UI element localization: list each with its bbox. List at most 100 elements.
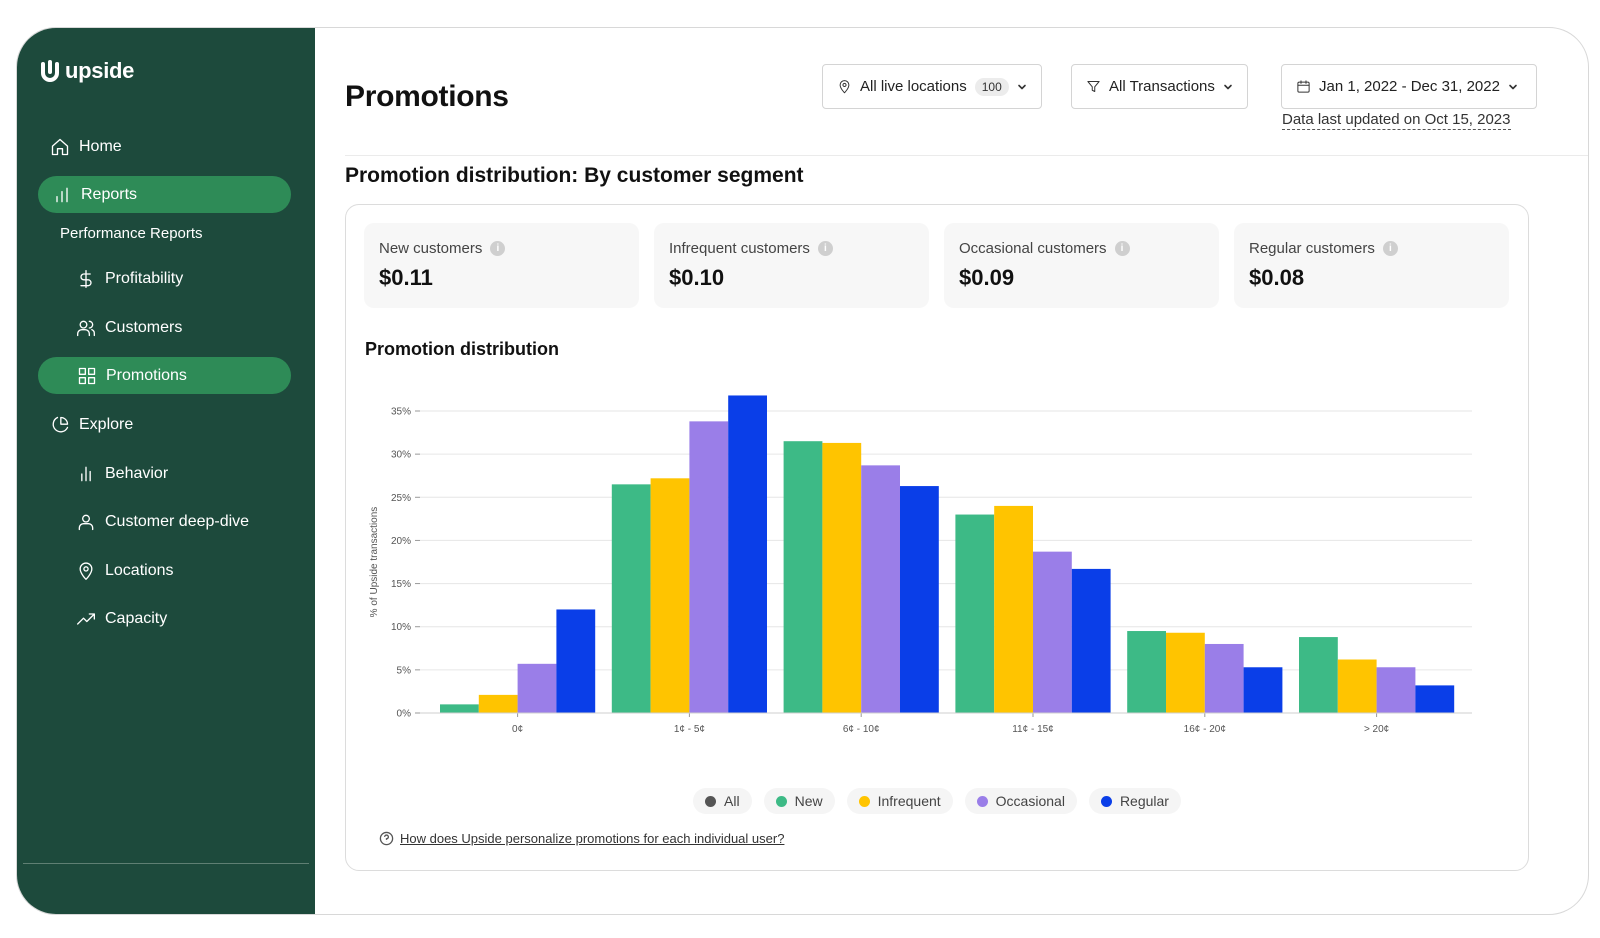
bar-regular [728,395,767,713]
locations-count-badge: 100 [974,77,1009,96]
sidebar-item-customer-deep-dive[interactable]: Customer deep-dive [75,503,249,540]
bar-regular [900,486,939,713]
dollar-icon [75,268,97,290]
bar-infrequent [822,442,862,713]
y-axis-label: % of Upside transactions [369,507,380,618]
stat-value: $0.08 [1249,265,1305,290]
sidebar-item-label: Customers [105,318,183,336]
sidebar-item-profitability[interactable]: Profitability [75,260,183,297]
brand-logo[interactable]: upside [39,58,134,84]
sidebar: upside Home Reports Performance Reports … [17,28,315,914]
legend-item-infrequent[interactable]: Infrequent [846,788,953,814]
locations-filter-label: All live locations [860,78,967,95]
bar-occasional [1376,667,1416,713]
chart-title: Promotion distribution [365,339,559,359]
bar-regular [1243,667,1283,713]
sidebar-item-label: Capacity [105,609,168,627]
legend-label: Occasional [995,793,1065,809]
trend-up-icon [75,608,97,630]
sidebar-item-label: Locations [105,561,174,579]
x-tick-label: 6¢ - 10¢ [843,724,880,735]
question-circle-icon [379,831,394,846]
page-title: Promotions [345,80,509,113]
stat-label: Regular customers [1249,240,1375,257]
legend-swatch [775,795,787,807]
sidebar-subheading-performance-reports[interactable]: Performance Reports [60,225,203,242]
legend-item-occasional[interactable]: Occasional [964,788,1077,814]
upside-logo-icon [41,60,59,82]
bar-chart-icon [51,184,73,206]
legend-swatch [1100,795,1112,807]
info-icon[interactable]: i [1382,241,1398,256]
main-content: Promotions All live locations 100 All Tr… [315,28,1588,914]
bar-new [611,484,651,713]
sidebar-item-label: Home [79,137,122,155]
info-icon[interactable]: i [817,241,833,256]
locations-filter-dropdown[interactable]: All live locations 100 [822,64,1042,109]
header-divider [345,155,1588,156]
bar-infrequent [1166,632,1205,713]
calendar-icon [1297,80,1310,93]
user-icon [75,511,97,533]
info-icon[interactable]: i [1114,241,1130,256]
sidebar-item-label: Profitability [105,269,184,287]
bar-regular [1415,685,1455,713]
grid-icon [76,365,98,387]
bar-new [1127,631,1166,713]
stat-label: New customers [379,240,483,257]
sidebar-item-promotions[interactable]: Promotions [38,357,291,394]
legend-item-regular[interactable]: Regular [1088,788,1181,814]
chart-legend: All New Infrequent Occasional Regular [346,788,1528,814]
location-pin-icon [839,80,850,94]
sidebar-item-capacity[interactable]: Capacity [75,600,167,637]
stat-value: $0.11 [379,265,433,290]
x-tick-label: 1¢ - 5¢ [674,724,705,735]
legend-item-new[interactable]: New [763,788,835,814]
home-icon [49,136,71,158]
last-updated-text: Data last updated on Oct 15, 2023 [1282,111,1511,130]
stat-card-regular: Regular customers i $0.08 [1234,223,1509,308]
sidebar-item-label: Reports [81,185,138,203]
app-window: upside Home Reports Performance Reports … [16,27,1589,915]
bar-occasional [689,421,729,713]
personalize-promotions-link[interactable]: How does Upside personalize promotions f… [400,831,785,846]
y-tick-label: 15% [391,579,411,590]
chevron-down-icon [1509,84,1517,89]
y-tick-label: 30% [391,450,411,461]
x-tick-label: > 20¢ [1364,724,1389,735]
bar-occasional [517,663,557,713]
y-tick-label: 35% [391,407,411,418]
help-link: How does Upside personalize promotions f… [379,831,784,846]
y-tick-label: 10% [391,622,411,633]
stat-card-occasional: Occasional customers i $0.09 [944,223,1219,308]
sidebar-item-home[interactable]: Home [49,128,122,165]
brand-name: upside [65,58,135,83]
sidebar-item-reports[interactable]: Reports [38,176,291,213]
bar-occasional [1204,643,1244,713]
sidebar-item-locations[interactable]: Locations [75,552,174,589]
sidebar-item-label: Behavior [105,464,169,482]
info-icon[interactable]: i [490,241,506,256]
bar-occasional [861,465,900,713]
legend-label: All [724,793,740,809]
sidebar-item-label: Customer deep-dive [105,512,250,530]
date-range-picker[interactable]: Jan 1, 2022 - Dec 31, 2022 [1281,64,1537,109]
stat-card-new: New customers i $0.11 [364,223,639,308]
transactions-filter-dropdown[interactable]: All Transactions [1071,64,1248,109]
sidebar-item-customers[interactable]: Customers [75,309,182,346]
x-tick-label: 11¢ - 15¢ [1012,724,1054,735]
bar-regular [556,609,596,713]
bar-new [440,704,479,713]
legend-label: New [794,793,823,809]
x-tick-label: 16¢ - 20¢ [1184,724,1226,735]
sidebar-divider [23,863,309,864]
stat-value: $0.10 [669,265,725,290]
bar-new [783,441,823,713]
legend-swatch [976,795,988,807]
legend-swatch [705,795,717,807]
sidebar-item-explore[interactable]: Explore [49,406,133,443]
date-range-label: Jan 1, 2022 - Dec 31, 2022 [1319,78,1500,95]
y-tick-label: 5% [397,665,412,676]
legend-item-all[interactable]: All [693,788,752,814]
sidebar-item-behavior[interactable]: Behavior [75,455,168,492]
